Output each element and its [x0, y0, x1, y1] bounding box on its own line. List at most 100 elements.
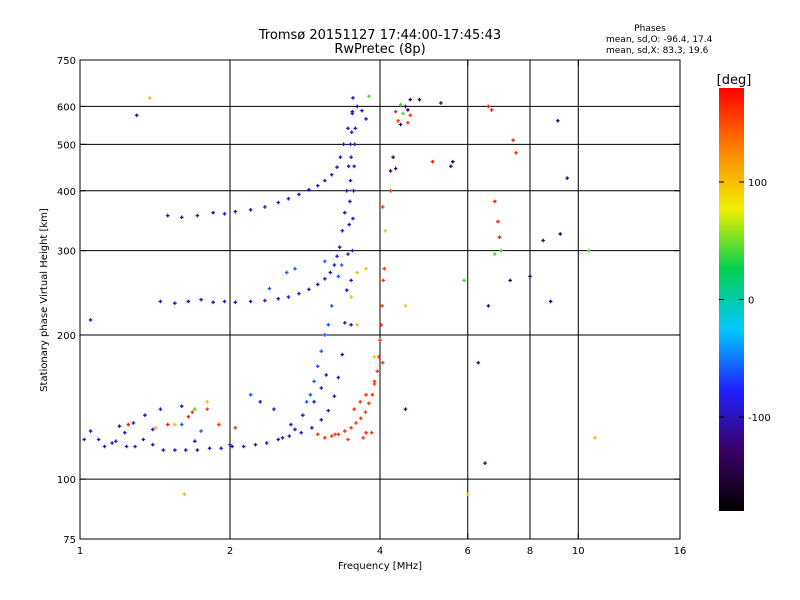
echo-point — [352, 407, 356, 411]
echo-point — [304, 400, 309, 404]
echo-point — [190, 410, 195, 414]
echo-point — [393, 166, 398, 171]
echo-point — [381, 278, 386, 283]
echo-point — [514, 151, 518, 155]
echo-point — [315, 364, 320, 369]
echo-point — [297, 291, 301, 296]
echo-point — [344, 188, 349, 193]
colorbar-tick-label: 0 — [748, 296, 754, 307]
echo-point — [352, 164, 356, 169]
chart-subtitle: RwPretec (8p) — [334, 42, 425, 57]
y-axis-label: Stationary phase Virtual Height [km] — [39, 208, 50, 392]
echo-point — [335, 165, 339, 169]
echo-point — [222, 212, 227, 216]
echo-point — [241, 444, 246, 449]
echo-point — [332, 263, 337, 267]
x-tick-label: 1 — [77, 546, 83, 557]
chart-title: Tromsø 20151127 17:44:00-17:45:43 — [258, 28, 501, 43]
echo-point — [217, 422, 221, 427]
echo-point — [165, 213, 170, 218]
echo-point — [233, 300, 238, 305]
echo-point — [124, 444, 129, 449]
echo-point — [351, 216, 355, 221]
echo-point — [126, 422, 131, 427]
echo-point — [346, 252, 350, 256]
echo-point — [398, 102, 403, 107]
echo-point — [364, 117, 368, 121]
echo-point — [161, 448, 166, 452]
echo-point — [222, 299, 227, 304]
echo-point — [378, 338, 382, 343]
echo-point — [361, 435, 365, 440]
echo-point — [143, 413, 147, 417]
echo-point — [351, 188, 356, 193]
x-tick-label: 4 — [377, 546, 383, 557]
echo-point — [375, 369, 380, 374]
echo-point — [102, 444, 107, 449]
echo-point — [462, 278, 466, 283]
y-tick-label: 75 — [63, 535, 76, 546]
echo-point — [401, 111, 405, 116]
echo-point — [193, 407, 197, 411]
x-tick-label: 6 — [465, 546, 471, 557]
echo-point — [336, 432, 341, 437]
echo-point — [154, 426, 158, 430]
y-tick-label: 300 — [57, 247, 76, 258]
echo-point — [343, 210, 347, 215]
echo-point — [349, 155, 353, 160]
echo-point — [230, 444, 234, 449]
echo-point — [430, 159, 435, 164]
echo-point — [110, 441, 114, 445]
echo-point — [493, 252, 497, 256]
echo-point — [276, 437, 281, 442]
echo-point — [338, 155, 343, 160]
echo-point — [133, 444, 137, 449]
echo-point — [326, 323, 331, 327]
stats-heading: Phases — [634, 24, 666, 34]
echo-point — [465, 492, 470, 497]
echo-point — [324, 373, 329, 377]
echo-point — [165, 422, 170, 427]
echo-point — [151, 427, 155, 432]
echo-point — [158, 299, 163, 304]
echo-point — [449, 164, 453, 169]
echo-point — [301, 413, 305, 417]
echo-point — [367, 94, 371, 99]
echo-point — [370, 393, 375, 397]
colorbar-ticks: 100 0 -100 — [719, 178, 771, 424]
echo-point — [297, 192, 301, 197]
echo-point — [195, 213, 200, 218]
echo-point — [364, 393, 368, 397]
echo-point — [293, 427, 297, 432]
echo-point — [339, 263, 344, 267]
echo-point — [276, 200, 281, 205]
echo-point — [486, 104, 491, 109]
y-tick-label: 600 — [57, 102, 76, 113]
echo-point — [117, 424, 122, 428]
echo-point — [355, 104, 359, 109]
echo-point — [307, 187, 311, 192]
echo-point — [173, 422, 177, 427]
echo-point — [393, 109, 398, 114]
echo-point — [347, 222, 352, 227]
echo-point — [228, 442, 232, 447]
echo-point — [199, 429, 203, 433]
echo-point — [351, 96, 355, 100]
axis-ticks: 1 2 4 6 8 10 16 75 100 200 300 400 500 600 750 — [57, 56, 686, 557]
echo-point — [364, 430, 368, 435]
echo-point — [379, 323, 383, 327]
echo-point — [343, 429, 347, 433]
echo-point — [352, 142, 357, 147]
echo-point — [315, 183, 320, 188]
echo-point — [363, 410, 368, 414]
echo-point — [182, 492, 187, 497]
echo-point — [360, 108, 364, 113]
echo-point — [337, 245, 342, 249]
y-tick-label: 200 — [57, 331, 76, 342]
echo-point — [508, 278, 512, 283]
echo-point — [380, 304, 384, 308]
echo-point — [364, 266, 368, 271]
echo-point — [286, 295, 291, 299]
